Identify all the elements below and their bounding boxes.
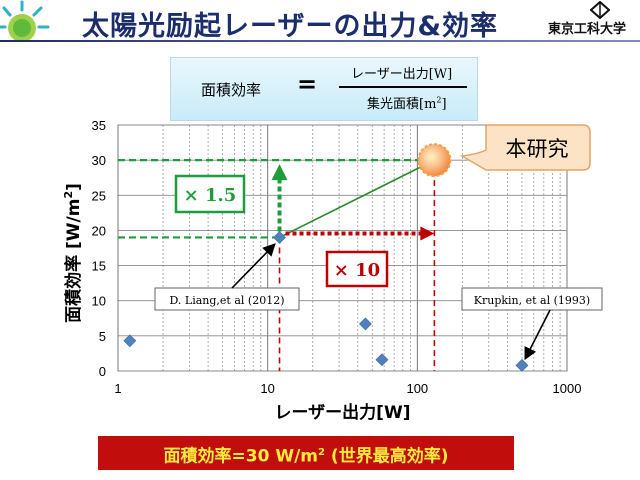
y-tick-label: 5	[99, 329, 106, 344]
arrow-vertical-head	[271, 164, 288, 181]
sun-logo-icon	[0, 0, 50, 40]
formula-numerator: レーザー出力[W]	[351, 67, 453, 82]
multiplier-horizontal-label: × 10	[334, 260, 380, 281]
formula-equals: =	[297, 70, 318, 98]
formula-fraction-bar	[339, 86, 467, 88]
improvement-line	[279, 159, 435, 239]
annotation-liang-box	[154, 287, 300, 311]
y-axis-title: 面積効率 [W/m2]	[62, 183, 84, 323]
annotation-liang-label: D. Liang,et al (2012)	[169, 294, 284, 307]
highlight-banner: 面積効率=30 W/m2 (世界最高効率)	[98, 436, 514, 470]
x-tick-label: 1000	[553, 381, 582, 396]
annotation-krupkin-box	[461, 287, 603, 311]
x-axis-title: レーザー出力[W]	[275, 402, 411, 423]
x-tick-label: 1	[114, 381, 121, 396]
y-tick-label: 20	[92, 223, 106, 238]
slide-title: 太陽光励起レーザーの出力&効率	[82, 11, 499, 42]
efficiency-chart: 1 10 100 1000 0 5 10 15 20 25 30 35 レーザー出力[W] 面積効率 [W…	[62, 118, 603, 423]
x-tick-label: 100	[406, 381, 428, 396]
arrow-horizontal-head	[420, 226, 435, 241]
data-point	[375, 353, 389, 367]
y-tick-label: 35	[92, 118, 106, 133]
annotation-krupkin-label: Krupkin, et al (1993)	[474, 294, 590, 307]
this-work-marker	[417, 143, 452, 178]
formula-denominator: 集光面積[m2]	[367, 95, 447, 112]
formula-lhs: 面積効率	[201, 81, 262, 99]
data-point	[359, 317, 372, 331]
title-divider	[0, 40, 640, 42]
formula-box: 面積効率 = レーザー出力[W] 集光面積[m2]	[170, 57, 478, 121]
university-emblem-icon	[590, 1, 610, 19]
data-point	[515, 358, 529, 372]
annotation-krupkin-arrow	[524, 309, 551, 361]
annotation-liang-arrow	[231, 243, 276, 289]
y-tick-label: 0	[99, 364, 106, 379]
y-tick-label: 30	[92, 153, 106, 168]
y-tick-label: 15	[92, 259, 106, 274]
data-point	[123, 334, 137, 348]
this-work-callout	[459, 124, 591, 171]
y-tick-label: 10	[92, 294, 106, 309]
this-work-label: 本研究	[506, 137, 569, 161]
y-tick-label: 25	[92, 188, 106, 203]
data-point	[273, 231, 286, 244]
multiplier-vertical-box	[174, 174, 246, 214]
university-name: 東京工科大学	[548, 22, 627, 37]
multiplier-vertical-label: × 1.5	[184, 185, 237, 206]
x-tick-label: 10	[260, 381, 274, 396]
multiplier-horizontal-box	[325, 250, 389, 288]
